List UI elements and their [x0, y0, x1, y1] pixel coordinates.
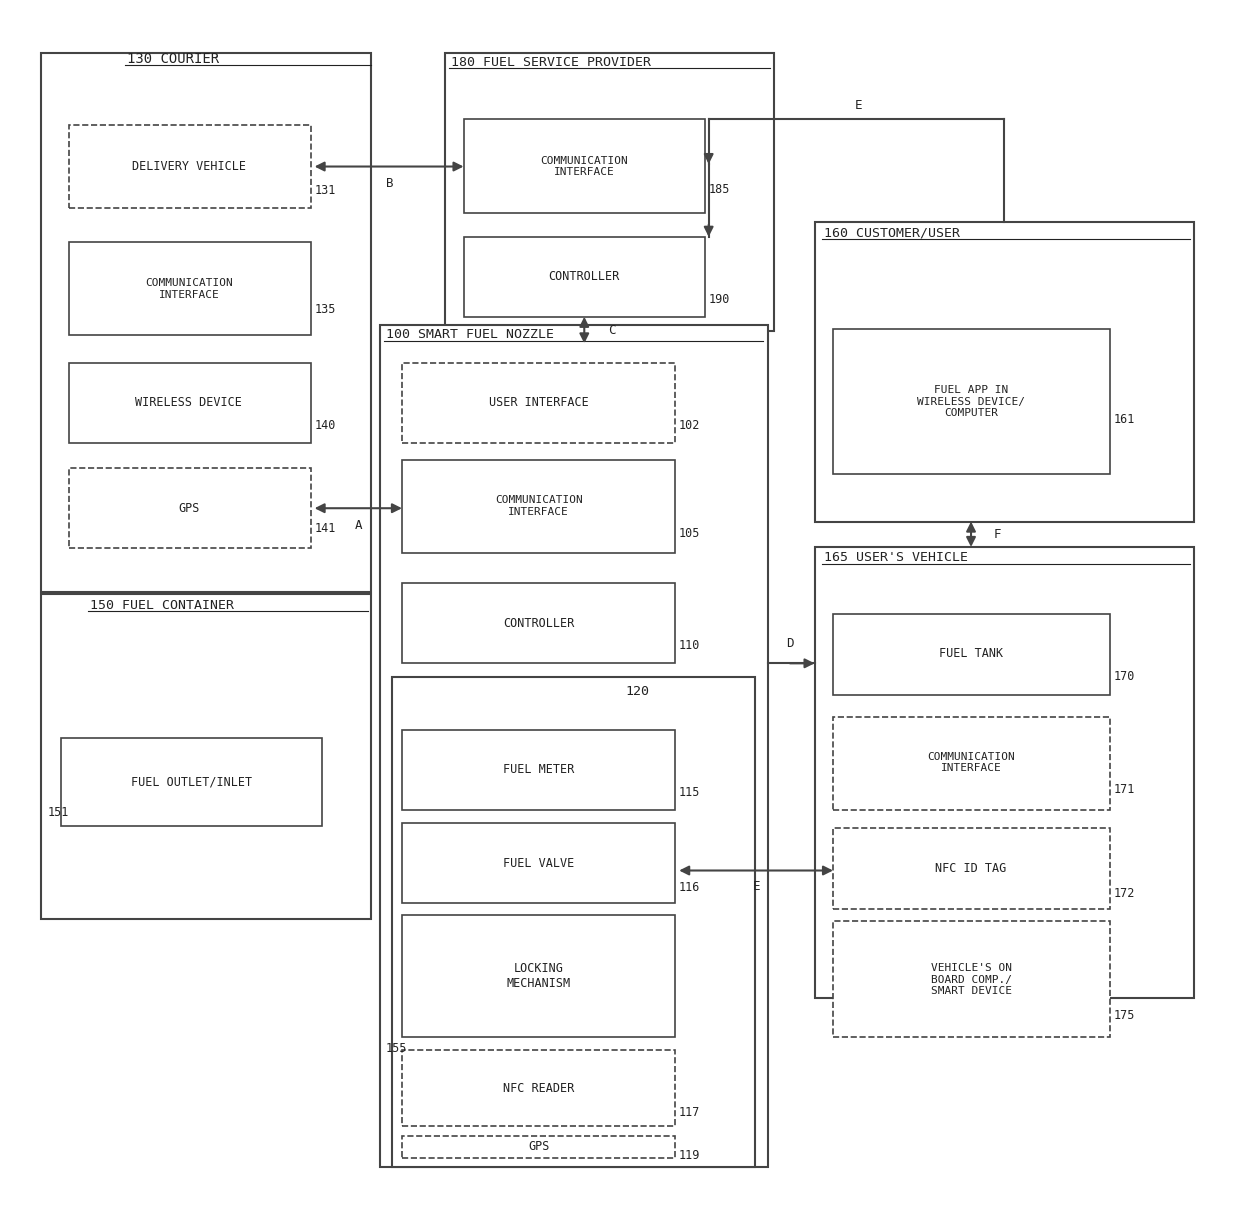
Bar — [402, 1136, 676, 1158]
Text: 160 CUSTOMER/USER: 160 CUSTOMER/USER — [825, 227, 961, 239]
Bar — [464, 237, 706, 317]
Text: 140: 140 — [315, 420, 336, 432]
Bar — [833, 614, 1110, 695]
Text: F: F — [993, 528, 1001, 542]
Text: 100 SMART FUEL NOZZLE: 100 SMART FUEL NOZZLE — [386, 328, 554, 342]
Text: 170: 170 — [1114, 670, 1136, 683]
Text: 165 USER'S VEHICLE: 165 USER'S VEHICLE — [825, 551, 968, 565]
Bar — [41, 594, 371, 919]
Text: NFC ID TAG: NFC ID TAG — [935, 861, 1007, 875]
Text: 155: 155 — [386, 1042, 408, 1055]
Bar — [69, 242, 311, 336]
Text: C: C — [608, 323, 615, 337]
Text: CONTROLLER: CONTROLLER — [503, 617, 574, 630]
Text: VEHICLE'S ON
BOARD COMP./
SMART DEVICE: VEHICLE'S ON BOARD COMP./ SMART DEVICE — [930, 963, 1012, 997]
Text: 130 COURIER: 130 COURIER — [128, 51, 219, 66]
Text: 180 FUEL SERVICE PROVIDER: 180 FUEL SERVICE PROVIDER — [451, 56, 651, 68]
Text: 105: 105 — [680, 527, 701, 540]
Bar — [379, 326, 768, 1168]
Text: 185: 185 — [709, 183, 730, 196]
Bar — [833, 329, 1110, 475]
Text: COMMUNICATION
INTERFACE: COMMUNICATION INTERFACE — [541, 156, 629, 177]
Text: USER INTERFACE: USER INTERFACE — [489, 396, 589, 409]
Text: FUEL OUTLET/INLET: FUEL OUTLET/INLET — [130, 776, 252, 788]
Bar — [402, 362, 676, 443]
Text: GPS: GPS — [179, 501, 200, 515]
Text: FUEL TANK: FUEL TANK — [939, 647, 1003, 660]
Text: CONTROLLER: CONTROLLER — [548, 271, 620, 283]
Text: WIRELESS DEVICE: WIRELESS DEVICE — [135, 396, 242, 409]
Bar — [402, 1050, 676, 1126]
Text: 135: 135 — [315, 303, 336, 316]
Text: 175: 175 — [1114, 1009, 1136, 1022]
Text: B: B — [386, 177, 393, 190]
Text: D: D — [786, 637, 794, 650]
Text: NFC READER: NFC READER — [503, 1082, 574, 1096]
Bar — [402, 915, 676, 1037]
Text: 161: 161 — [1114, 414, 1136, 426]
Bar — [402, 824, 676, 903]
Bar — [69, 126, 311, 207]
Text: FUEL METER: FUEL METER — [503, 764, 574, 776]
Bar — [392, 677, 755, 1168]
Bar — [464, 120, 706, 212]
Text: COMMUNICATION
INTERFACE: COMMUNICATION INTERFACE — [145, 278, 233, 300]
Text: COMMUNICATION
INTERFACE: COMMUNICATION INTERFACE — [928, 752, 1014, 773]
Text: FUEL VALVE: FUEL VALVE — [503, 856, 574, 870]
Text: E: E — [753, 880, 760, 893]
Text: 171: 171 — [1114, 783, 1136, 795]
Text: 150 FUEL CONTAINER: 150 FUEL CONTAINER — [91, 599, 234, 611]
Text: 102: 102 — [680, 420, 701, 432]
Text: 115: 115 — [680, 787, 701, 799]
Bar — [402, 730, 676, 810]
Text: 190: 190 — [709, 293, 730, 306]
Text: 117: 117 — [680, 1107, 701, 1119]
Text: 172: 172 — [1114, 887, 1136, 900]
Text: 141: 141 — [315, 522, 336, 536]
Bar — [815, 222, 1194, 521]
Text: GPS: GPS — [528, 1141, 549, 1153]
Text: LOCKING
MECHANISM: LOCKING MECHANISM — [507, 961, 570, 989]
Bar — [69, 362, 311, 443]
Text: DELIVERY VEHICLE: DELIVERY VEHICLE — [131, 160, 246, 173]
Bar — [833, 716, 1110, 810]
Text: 131: 131 — [315, 184, 336, 198]
Bar — [61, 738, 322, 826]
Text: 120: 120 — [625, 684, 649, 698]
Bar — [41, 52, 371, 592]
Bar — [815, 547, 1194, 998]
Text: FUEL APP IN
WIRELESS DEVICE/
COMPUTER: FUEL APP IN WIRELESS DEVICE/ COMPUTER — [918, 386, 1025, 418]
Text: COMMUNICATION
INTERFACE: COMMUNICATION INTERFACE — [495, 495, 583, 516]
Bar — [69, 468, 311, 548]
Text: 110: 110 — [680, 638, 701, 651]
Text: E: E — [856, 100, 863, 112]
Text: A: A — [355, 518, 362, 532]
Text: 116: 116 — [680, 881, 701, 894]
Text: 151: 151 — [47, 806, 68, 819]
Bar — [402, 460, 676, 553]
Bar — [833, 828, 1110, 909]
Bar — [445, 52, 774, 332]
Bar — [833, 921, 1110, 1037]
Bar — [402, 583, 676, 664]
Text: 119: 119 — [680, 1149, 701, 1161]
